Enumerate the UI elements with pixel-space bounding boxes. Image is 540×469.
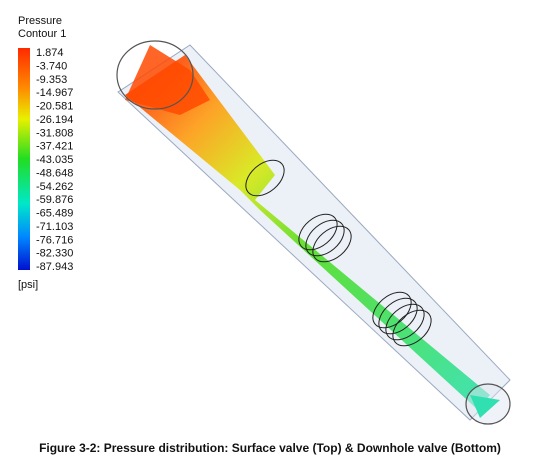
legend-tick-label: -71.103 [36,221,73,233]
legend-tick-label: -14.967 [36,87,73,99]
legend-tick-label: -9.353 [36,74,67,86]
legend-tick-label: -65.489 [36,208,73,220]
legend-tick-label: -48.648 [36,167,73,179]
legend-tick-label: 1.874 [36,47,64,59]
legend-tick-label: -37.421 [36,141,73,153]
caption: Figure 3-2: Pressure distribution: Surfa… [39,441,501,455]
legend-tick-label: -59.876 [36,194,73,206]
legend-tick-label: -76.716 [36,234,73,246]
legend-tick-label: -3.740 [36,60,67,72]
legend-tick-label: -26.194 [36,114,73,126]
legend-title: Pressure [18,15,62,27]
legend-ticks: 1.874-3.740-9.353-14.967-20.581-26.194-3… [36,47,73,273]
pipe [116,40,511,425]
legend-subtitle: Contour 1 [18,28,66,40]
legend-tick-label: -31.808 [36,127,73,139]
legend-tick-label: -87.943 [36,261,73,273]
legend-unit: [psi] [18,279,38,291]
color-bar [18,48,30,270]
legend-tick-label: -82.330 [36,248,73,260]
legend-tick-label: -43.035 [36,154,73,166]
legend-tick-label: -54.262 [36,181,73,193]
legend-tick-label: -20.581 [36,101,73,113]
